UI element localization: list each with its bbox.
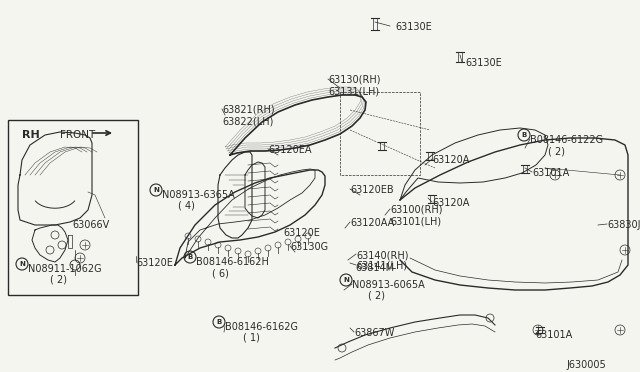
- Text: 63130E: 63130E: [395, 22, 432, 32]
- Text: N: N: [343, 277, 349, 283]
- Text: 63130G: 63130G: [290, 242, 328, 252]
- Text: B: B: [216, 319, 221, 325]
- Text: 63066V: 63066V: [72, 220, 109, 230]
- Text: N08911-1062G: N08911-1062G: [28, 264, 102, 274]
- Text: B08146-6122G: B08146-6122G: [530, 135, 603, 145]
- Text: 63131(LH): 63131(LH): [328, 86, 379, 96]
- Text: ( 4): ( 4): [178, 201, 195, 211]
- Text: 63821(RH): 63821(RH): [222, 105, 275, 115]
- Text: 63120A: 63120A: [432, 155, 469, 165]
- Text: 63120E: 63120E: [136, 258, 173, 268]
- Text: 63100(RH): 63100(RH): [390, 205, 442, 215]
- Text: B: B: [188, 254, 193, 260]
- Text: B: B: [522, 132, 527, 138]
- Text: B08146-6162G: B08146-6162G: [225, 322, 298, 332]
- Text: N: N: [153, 187, 159, 193]
- Text: FRONT: FRONT: [60, 130, 95, 140]
- Text: 63120EA: 63120EA: [268, 145, 312, 155]
- Text: 63101A: 63101A: [532, 168, 569, 178]
- Text: 63101A: 63101A: [535, 330, 572, 340]
- Text: 63867W: 63867W: [354, 328, 394, 338]
- Text: ( 2): ( 2): [548, 146, 565, 156]
- Text: 63130E: 63130E: [465, 58, 502, 68]
- Text: 63101(LH): 63101(LH): [390, 216, 441, 226]
- Text: 63120E: 63120E: [283, 228, 320, 238]
- Text: ( 2): ( 2): [50, 275, 67, 285]
- Text: N08913-6365A: N08913-6365A: [162, 190, 235, 200]
- Text: J630005: J630005: [566, 360, 606, 370]
- Text: 63814M: 63814M: [355, 263, 394, 273]
- Text: 63120A: 63120A: [432, 198, 469, 208]
- Text: 63120AA: 63120AA: [350, 218, 394, 228]
- Text: N08913-6065A: N08913-6065A: [352, 280, 425, 290]
- Text: 63830J: 63830J: [607, 220, 640, 230]
- Text: 63822(LH): 63822(LH): [222, 116, 273, 126]
- Text: 63141(LH): 63141(LH): [356, 261, 407, 271]
- Text: ( 6): ( 6): [212, 268, 229, 278]
- Text: ( 1): ( 1): [243, 333, 260, 343]
- Text: 63140(RH): 63140(RH): [356, 250, 408, 260]
- Text: 63120EB: 63120EB: [350, 185, 394, 195]
- Bar: [8, 120, 138, 295]
- Text: ( 2): ( 2): [368, 291, 385, 301]
- Text: RH: RH: [22, 130, 40, 140]
- Text: N: N: [19, 261, 25, 267]
- Text: B08146-6162H: B08146-6162H: [196, 257, 269, 267]
- Text: 63130(RH): 63130(RH): [328, 75, 381, 85]
